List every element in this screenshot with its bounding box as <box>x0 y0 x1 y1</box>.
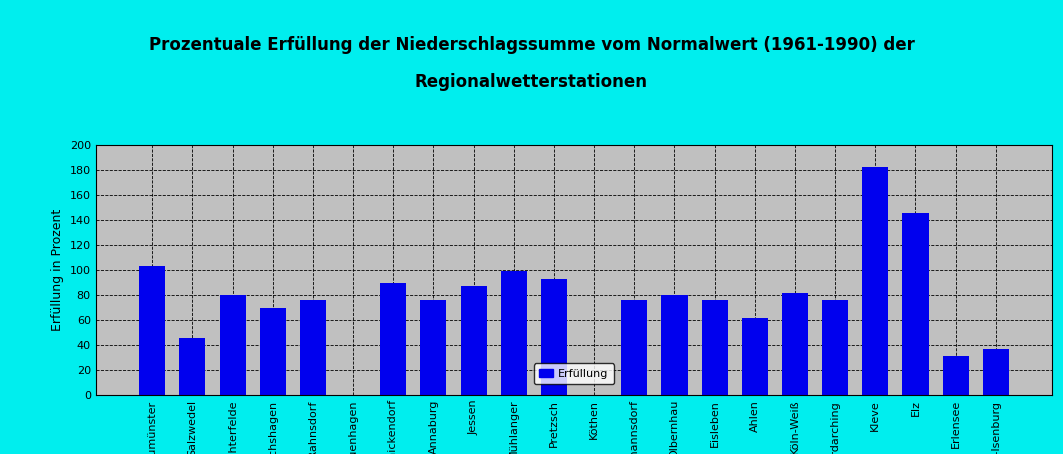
Legend: Erfüllung: Erfüllung <box>534 363 614 385</box>
Bar <box>902 212 929 395</box>
Bar <box>742 317 767 395</box>
Bar <box>702 300 728 395</box>
Bar <box>219 295 246 395</box>
Bar <box>259 308 286 395</box>
Bar <box>661 295 688 395</box>
Bar <box>541 279 567 395</box>
Bar <box>782 292 808 395</box>
Bar <box>460 286 487 395</box>
Bar <box>139 266 165 395</box>
Bar <box>180 337 205 395</box>
Y-axis label: Erfüllung in Prozent: Erfüllung in Prozent <box>51 209 64 331</box>
Bar <box>381 282 406 395</box>
Bar <box>943 356 968 395</box>
Bar <box>501 271 527 395</box>
Bar <box>420 300 446 395</box>
Bar <box>822 300 848 395</box>
Bar <box>621 300 647 395</box>
Bar <box>300 300 326 395</box>
Text: Prozentuale Erfüllung der Niederschlagssumme vom Normalwert (1961-1990) der: Prozentuale Erfüllung der Niederschlagss… <box>149 36 914 54</box>
Text: Regionalwetterstationen: Regionalwetterstationen <box>415 73 648 91</box>
Bar <box>862 167 889 395</box>
Bar <box>983 349 1009 395</box>
